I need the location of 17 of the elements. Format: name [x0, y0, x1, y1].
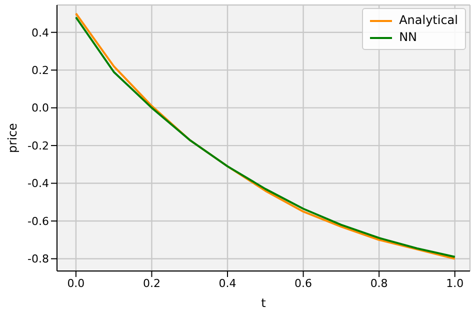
y-tick-label: 0.4	[32, 26, 49, 40]
y-tick-label: -0.8	[28, 252, 49, 266]
y-tick-label: -0.4	[28, 177, 49, 190]
x-tick-label: 0.8	[370, 276, 388, 290]
y-tick-label: -0.6	[28, 214, 49, 228]
legend-label: NN	[399, 29, 418, 46]
y-tick-label: 0.2	[32, 64, 49, 77]
x-tick-label: 0.6	[294, 276, 312, 290]
y-axis-title: price	[5, 123, 20, 153]
x-axis-title: t	[261, 296, 266, 309]
legend-label: Analytical	[399, 12, 458, 29]
x-tick-label: 0.0	[67, 276, 85, 290]
y-tick-label: -0.2	[28, 139, 49, 152]
y-tick-label: 0.0	[32, 102, 49, 115]
x-tick-label: 0.4	[218, 276, 236, 290]
x-tick-label: 0.2	[142, 276, 160, 290]
x-tick-label: 1.0	[446, 276, 464, 290]
